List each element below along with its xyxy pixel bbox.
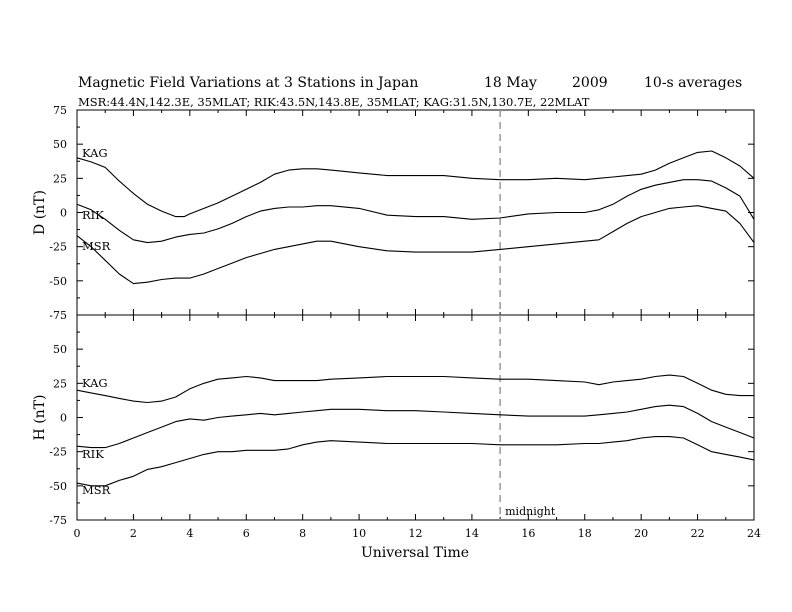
plot-frame	[76, 109, 755, 316]
x-tick-label: 16	[521, 527, 535, 540]
y-tick-label: -25	[49, 446, 67, 459]
x-tick-label: 12	[409, 527, 423, 540]
y-tick-label: -25	[49, 241, 67, 254]
chart-year: 2009	[572, 75, 608, 91]
station-info: MSR:44.4N,142.3E, 35MLAT; RIK:43.5N,143.…	[78, 95, 590, 109]
x-tick-label: 0	[74, 527, 81, 540]
y-tick-label: -75	[49, 514, 67, 527]
x-tick-label: 20	[634, 527, 648, 540]
y-tick-label: 75	[53, 104, 67, 117]
x-tick-label: 18	[578, 527, 592, 540]
x-tick-label: 22	[691, 527, 705, 540]
chart-averaging: 10-s averages	[644, 75, 742, 91]
series-label-kag: KAG	[82, 146, 108, 160]
series-line-rik	[76, 404, 755, 449]
x-tick-label: 24	[747, 527, 761, 540]
y-tick-label: 0	[60, 412, 67, 425]
plot-frame	[76, 314, 755, 521]
midnight-annotation: midnight	[505, 505, 556, 518]
chart-date: 18 May	[484, 75, 537, 91]
d-component-panel: -75 -50 -25 0 25 50 75 D (nT) KAG RIK MSR	[32, 104, 755, 322]
y-tick-label: 50	[53, 138, 67, 151]
y-tick-label: -50	[49, 480, 67, 493]
y-tick-label: 25	[53, 377, 67, 390]
series-line-msr	[76, 205, 755, 285]
series-line-msr	[76, 436, 755, 487]
y-tick-label: -75	[49, 309, 67, 322]
x-tick-label: 14	[465, 527, 479, 540]
y-tick-label: 0	[60, 207, 67, 220]
y-tick-label: 25	[53, 172, 67, 185]
series-label-rik: RIK	[82, 208, 104, 222]
chart-header: Magnetic Field Variations at 3 Stations …	[78, 75, 742, 109]
series-label-msr: MSR	[82, 483, 111, 497]
series-line-kag	[76, 150, 755, 218]
x-tick-label: 2	[130, 527, 137, 540]
x-axis-title: Universal Time	[361, 545, 469, 561]
chart-title: Magnetic Field Variations at 3 Stations …	[78, 75, 418, 91]
x-tick-label: 6	[243, 527, 250, 540]
series-line-rik	[76, 179, 755, 244]
series-label-kag: KAG	[82, 376, 108, 390]
series-line-kag	[76, 374, 754, 404]
y-tick-label: -50	[49, 275, 67, 288]
y-tick-label: 50	[53, 343, 67, 356]
x-tick-label: 4	[186, 527, 193, 540]
y-axis-title: D (nT)	[32, 190, 48, 235]
x-tick-label: 8	[299, 527, 306, 540]
x-tick-label: 10	[352, 527, 366, 540]
y-axis-title: H (nT)	[32, 395, 48, 441]
series-label-rik: RIK	[82, 447, 104, 461]
series-label-msr: MSR	[82, 239, 111, 253]
